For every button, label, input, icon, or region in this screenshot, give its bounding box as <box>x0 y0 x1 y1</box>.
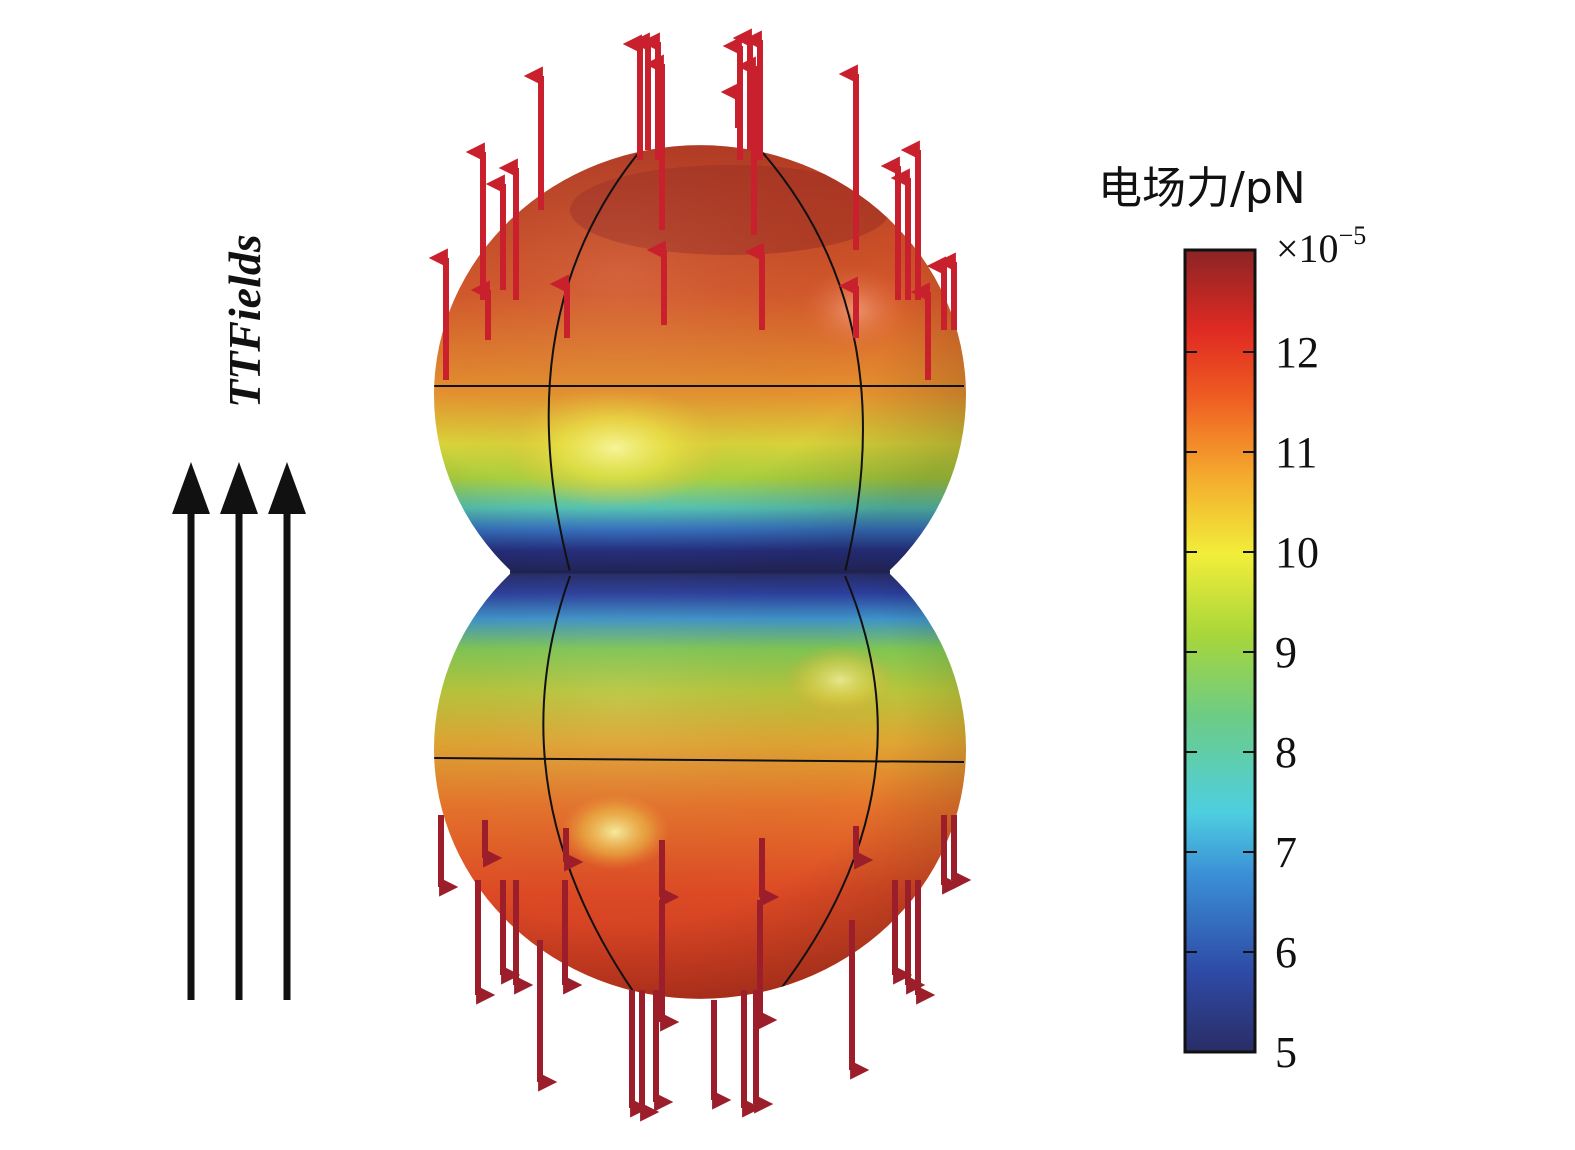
colorbar-tick-label: 10 <box>1275 528 1319 577</box>
field-arrows <box>172 462 306 1000</box>
field-arrow-1-head <box>172 462 210 514</box>
force-arrows-downward <box>438 815 972 1122</box>
colorbar-tick-label: 12 <box>1275 328 1319 377</box>
colorbar-tick-label: 11 <box>1275 428 1317 477</box>
colorbar-tick-label: 6 <box>1275 928 1297 977</box>
colorbar-tick-label: 5 <box>1275 1028 1297 1077</box>
colorbar-tick-label: 7 <box>1275 828 1297 877</box>
colorbar-multiplier: ×10−5 <box>1276 221 1366 271</box>
lower-daughter-cell <box>434 572 966 999</box>
colorbar-title: 电场力/pN <box>1098 163 1306 214</box>
dividing-cell <box>434 145 966 999</box>
upper-daughter-cell <box>434 145 966 572</box>
colorbar-tick-label: 8 <box>1275 728 1297 777</box>
colorbar-tick-label: 9 <box>1275 628 1297 677</box>
force-arrows-upward <box>428 28 957 380</box>
field-arrow-2-head <box>220 462 258 514</box>
colorbar-ticks: 12 11 10 9 8 7 6 5 <box>1185 328 1319 1077</box>
ttfields-label: TTFields <box>219 234 270 408</box>
ttfields-indicator: TTFields <box>172 234 306 1000</box>
field-arrow-3-head <box>268 462 306 514</box>
colorbar: 电场力/pN ×10−5 12 11 10 9 8 7 6 5 <box>1098 163 1366 1077</box>
